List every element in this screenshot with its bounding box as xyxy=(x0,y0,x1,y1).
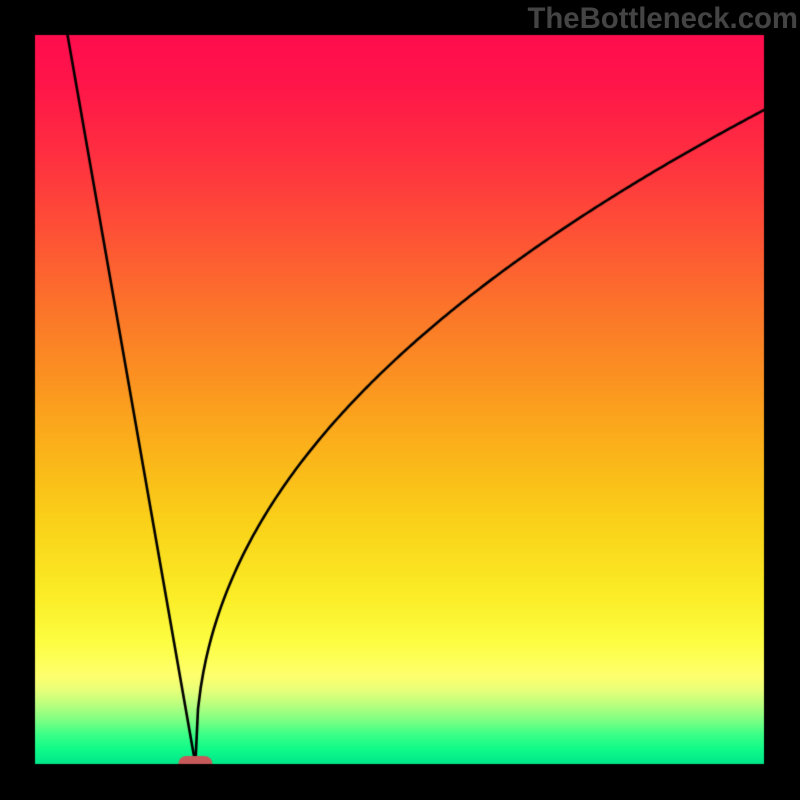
bottleneck-chart xyxy=(0,0,800,800)
watermark-text: TheBottleneck.com xyxy=(527,2,798,36)
